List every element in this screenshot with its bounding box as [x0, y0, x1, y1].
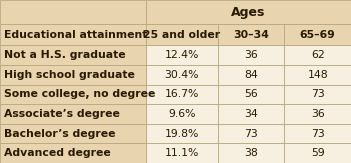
Text: Educational attainment: Educational attainment — [4, 30, 147, 40]
Text: 36: 36 — [311, 109, 325, 119]
Text: 34: 34 — [244, 109, 258, 119]
Bar — [0, 65, 146, 85]
Bar — [146, 24, 218, 45]
Text: 56: 56 — [244, 89, 258, 99]
Text: 65–69: 65–69 — [300, 30, 336, 40]
Bar — [146, 143, 218, 163]
Bar — [218, 45, 284, 65]
Bar — [218, 104, 284, 124]
Text: 30.4%: 30.4% — [164, 70, 199, 80]
Text: 73: 73 — [244, 129, 258, 139]
Text: 38: 38 — [244, 148, 258, 158]
Bar — [146, 104, 218, 124]
Bar — [284, 24, 351, 45]
Bar — [146, 45, 218, 65]
Text: 73: 73 — [311, 89, 325, 99]
Text: High school graduate: High school graduate — [4, 70, 134, 80]
Text: 148: 148 — [307, 70, 328, 80]
Bar — [284, 124, 351, 143]
Bar — [284, 65, 351, 85]
Bar — [0, 0, 146, 24]
Bar — [0, 45, 146, 65]
Bar — [0, 104, 146, 124]
Text: 12.4%: 12.4% — [165, 50, 199, 60]
Bar — [146, 85, 218, 104]
Bar — [284, 104, 351, 124]
Bar — [284, 45, 351, 65]
Bar — [146, 65, 218, 85]
Text: 59: 59 — [311, 148, 325, 158]
Text: 19.8%: 19.8% — [165, 129, 199, 139]
Bar — [218, 124, 284, 143]
Bar — [218, 24, 284, 45]
Text: 62: 62 — [311, 50, 325, 60]
Bar — [284, 143, 351, 163]
Text: Some college, no degree: Some college, no degree — [4, 89, 155, 99]
Bar — [0, 85, 146, 104]
Bar — [218, 85, 284, 104]
Bar — [0, 143, 146, 163]
Bar — [284, 85, 351, 104]
Text: 16.7%: 16.7% — [165, 89, 199, 99]
Bar — [0, 124, 146, 143]
Text: 84: 84 — [244, 70, 258, 80]
Bar — [146, 124, 218, 143]
Text: 9.6%: 9.6% — [168, 109, 196, 119]
Text: 25 and older: 25 and older — [143, 30, 220, 40]
Bar — [0, 24, 146, 45]
Text: 30–34: 30–34 — [233, 30, 269, 40]
Text: 36: 36 — [244, 50, 258, 60]
Text: 73: 73 — [311, 129, 325, 139]
Bar — [146, 0, 351, 24]
Text: Ages: Ages — [231, 6, 265, 19]
Bar — [218, 143, 284, 163]
Bar — [218, 65, 284, 85]
Text: Advanced degree: Advanced degree — [4, 148, 110, 158]
Text: Bachelor’s degree: Bachelor’s degree — [4, 129, 115, 139]
Text: Associate’s degree: Associate’s degree — [4, 109, 119, 119]
Text: 11.1%: 11.1% — [165, 148, 199, 158]
Text: Not a H.S. graduate: Not a H.S. graduate — [4, 50, 125, 60]
